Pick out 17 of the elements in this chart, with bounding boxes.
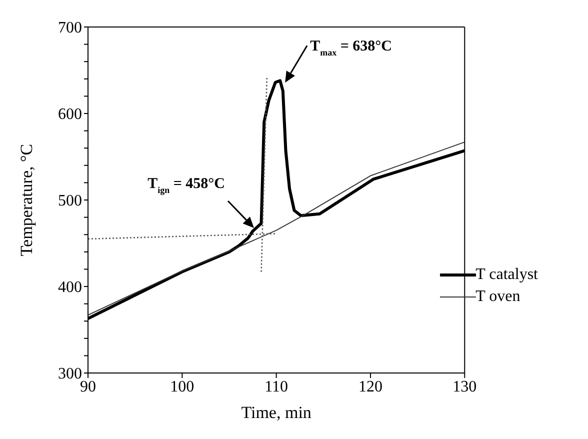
y-tick-label: 400	[58, 279, 82, 296]
y-tick-label: 600	[58, 106, 82, 124]
x-tick-label: 130	[452, 378, 477, 396]
x-axis-title: Time, min	[241, 403, 312, 422]
x-tick-label: 90	[80, 378, 96, 396]
y-tick-label: 500	[58, 192, 82, 210]
y-tick-label: 700	[58, 20, 82, 37]
legend-label: T catalyst	[476, 265, 538, 285]
legend-label: T oven	[476, 287, 520, 307]
annotation: T$_{max}$ = 638°C	[310, 38, 392, 58]
x-tick-label: 100	[170, 378, 194, 396]
y-tick-label: 300	[58, 366, 82, 383]
line-series	[88, 142, 465, 316]
annotation: T$_{ign}$ = 458°C	[148, 176, 225, 195]
x-tick-label: 110	[264, 378, 288, 396]
x-tick-label: 120	[358, 378, 382, 396]
y-axis-title: Temperature, °C	[17, 144, 36, 256]
